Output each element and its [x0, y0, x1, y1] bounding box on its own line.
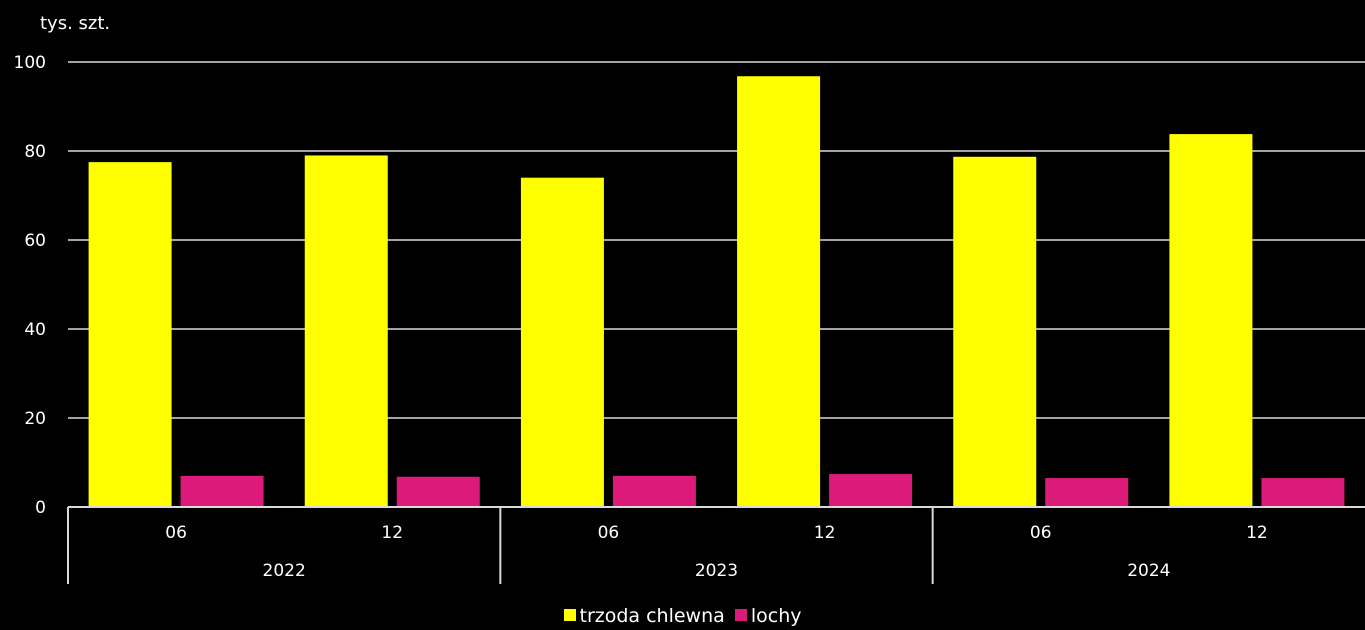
x-tick-label: 12 [381, 523, 403, 543]
gridlines [68, 61, 1365, 419]
bar-lochy [180, 475, 264, 507]
bar-trzoda [737, 76, 821, 508]
y-tick-label: 100 [14, 53, 46, 73]
x-group-label: 2022 [263, 561, 306, 581]
x-tick-label: 06 [1030, 523, 1052, 543]
x-axis: 06 12 2022 06 12 2023 06 12 2024 [67, 506, 1365, 584]
x-group-label: 2024 [1127, 561, 1170, 581]
legend-label-lochy: lochy [750, 605, 802, 627]
bar-trzoda [520, 177, 604, 507]
legend-item-trzoda: trzoda chlewna [563, 604, 725, 628]
bar-trzoda [88, 162, 172, 507]
bar-lochy [1045, 478, 1129, 507]
y-unit-label: tys. szt. [40, 13, 110, 34]
x-tick-label: 12 [814, 523, 836, 543]
bar-lochy [396, 476, 480, 507]
y-tick-labels: 0 20 40 60 80 100 [14, 53, 46, 518]
bars [88, 76, 1345, 508]
bar-lochy [612, 475, 696, 507]
x-group-label: 2023 [695, 561, 738, 581]
bar-lochy [829, 474, 913, 507]
bar-lochy [1261, 478, 1345, 507]
bar-trzoda [304, 155, 388, 507]
legend-label-trzoda: trzoda chlewna [579, 605, 725, 627]
x-tick-label: 06 [165, 523, 187, 543]
legend: trzoda chlewna lochy [0, 604, 1365, 628]
bar-trzoda [953, 156, 1037, 507]
y-tick-label: 20 [24, 409, 46, 429]
legend-swatch-trzoda [563, 609, 576, 621]
legend-item-lochy: lochy [734, 604, 802, 628]
y-tick-label: 60 [24, 231, 46, 251]
bar-trzoda [1169, 134, 1253, 507]
y-tick-label: 40 [24, 320, 46, 340]
x-tick-label: 12 [1246, 523, 1268, 543]
legend-swatch-lochy [734, 609, 747, 621]
y-tick-label: 0 [35, 498, 46, 518]
y-tick-label: 80 [24, 142, 46, 162]
x-tick-label: 06 [598, 523, 620, 543]
